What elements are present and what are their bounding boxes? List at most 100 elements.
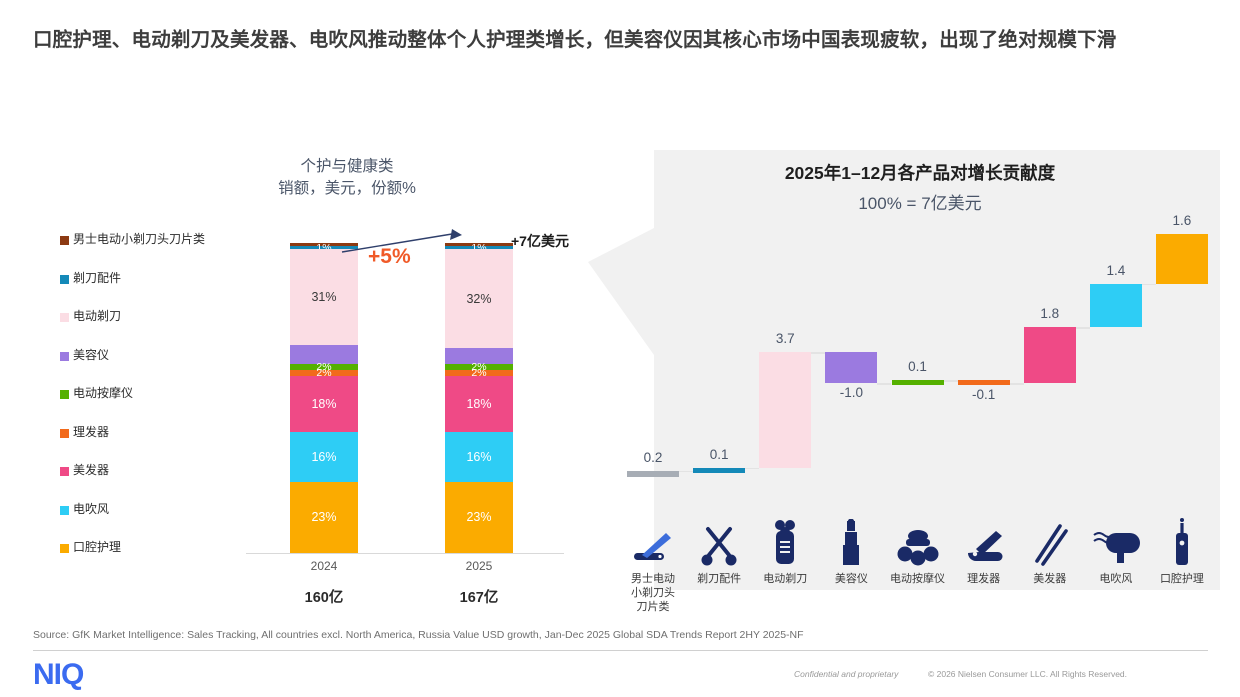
waterfall-bar	[891, 380, 944, 386]
waterfall-value-label: -1.0	[839, 385, 863, 401]
legend-item-label: 电动剃刀	[73, 309, 122, 323]
left-chart-subtitle-line2: 销额，美元，份额%	[278, 180, 416, 198]
waterfall-value-label: 0.1	[709, 446, 729, 462]
legend-swatch-icon	[60, 351, 69, 361]
x-axis-tick-label: 2025	[465, 559, 493, 573]
legend-swatch-icon	[60, 505, 69, 515]
chart-legend: 男士电动小剃刀头刀片类 剃刀配件电动剃刀美容仪电动按摩仪理发器美发器 电吹风口腔护理	[60, 232, 245, 579]
bar-segment	[290, 345, 358, 364]
waterfall-bar	[957, 380, 1010, 386]
legend-item-label: 理发器	[73, 424, 110, 439]
legend-item: 电动按摩仪	[60, 386, 245, 425]
niq-logo: NIQ	[33, 658, 84, 691]
growth-absolute-label: +7亿美元	[511, 233, 569, 249]
legend-item-label: 电动按摩仪	[73, 386, 134, 400]
hair-dryer-icon	[1087, 527, 1145, 567]
bar-segment-label: 18%	[466, 397, 492, 412]
waterfall-x-label: 口腔护理	[1159, 573, 1204, 585]
bar-segment-label: 2%	[471, 361, 487, 374]
bar-segment: 2%	[445, 361, 513, 374]
bar-segment: 31%	[290, 249, 358, 346]
waterfall-value-label: 1.6	[1172, 212, 1192, 228]
waterfall-bar	[627, 470, 680, 477]
waterfall-connector	[877, 383, 892, 386]
bar-segment: 18%	[445, 376, 513, 433]
legend-swatch-icon	[60, 236, 69, 245]
legend-item: 电吹风	[60, 502, 245, 541]
legend-swatch-icon	[60, 274, 69, 284]
callout-panel	[588, 150, 1220, 590]
legend-swatch-icon	[60, 313, 69, 322]
left-chart-subtitle: 个护与健康类 销额，美元，份额%	[232, 156, 462, 201]
bar-segment-label: 23%	[466, 510, 492, 525]
bar-total-label: 167亿	[459, 590, 499, 606]
bar-segment-label: 2%	[316, 367, 332, 380]
waterfall-value-label: 3.7	[775, 331, 795, 347]
waterfall-bar	[1089, 283, 1142, 328]
bar-segment-label: 18%	[311, 397, 337, 412]
x-axis-tick-label: 2024	[310, 559, 338, 573]
straight-razor-icon	[624, 527, 682, 567]
page-title: 口腔护理、电动剃刀及美发器、电吹风推动整体个人护理类增长，但美容仪因其核心市场中…	[33, 29, 1117, 51]
legend-item-label: 美容仪	[73, 347, 110, 362]
waterfall-title: 2025年1–12月各产品对增长贡献度	[784, 163, 1056, 183]
legend-item: 理发器	[60, 425, 245, 464]
legend-item: 男士电动小剃刀头刀片类	[60, 232, 245, 271]
waterfall-value-label: 1.8	[1040, 306, 1060, 322]
bar-segment: 32%	[445, 249, 513, 349]
waterfall-bar	[693, 467, 746, 473]
stacked-bar-chart: 1% 31% 2% 2% 18% 16% 23% 2024 160亿 1% 32% 2% 2% 18% 16…	[240, 234, 570, 606]
bar-segment-label: 23%	[311, 510, 337, 525]
waterfall-x-label: 理发器	[967, 573, 1001, 585]
bar-segment-label: 2%	[316, 361, 332, 374]
waterfall-x-label: 电动按摩仪	[890, 573, 945, 585]
legend-swatch-icon	[60, 428, 69, 438]
waterfall-x-label: 美容仪	[834, 573, 868, 585]
waterfall-value-label: 0.2	[643, 449, 663, 465]
legend-item: 口腔护理	[60, 540, 245, 579]
massager-icon	[889, 527, 947, 567]
copyright-note: © 2026 Nielsen Consumer LLC. All Rights …	[928, 669, 1128, 679]
scissors-icon	[690, 525, 748, 567]
waterfall-subtitle: 100% = 7亿美元	[858, 194, 982, 213]
bar-segment-label: 32%	[466, 291, 492, 306]
waterfall-connector	[1009, 383, 1024, 386]
bar-total-label: 160亿	[304, 590, 344, 606]
bar-segment-label: 31%	[311, 290, 337, 305]
bar-segment	[445, 348, 513, 364]
waterfall-value-label: 0.1	[908, 359, 927, 375]
left-chart-subtitle-line1: 个护与健康类	[300, 158, 394, 175]
product-icons-row	[620, 505, 1215, 567]
waterfall-bar	[759, 352, 812, 468]
waterfall-chart: 0.2 0.1 3.7 -1.0 0.1 -0.1 1.8 1.4 1.6	[620, 212, 1215, 505]
waterfall-connector	[943, 380, 958, 382]
legend-item: 美容仪	[60, 348, 245, 387]
bar-segment-label: 2%	[471, 367, 487, 380]
legend-swatch-icon	[60, 467, 69, 476]
legend-item: 美发器	[60, 463, 245, 502]
hair-clipper-icon	[955, 527, 1013, 567]
legend-item-label: 电吹风	[73, 501, 110, 516]
waterfall-x-label: 美发器	[1033, 573, 1067, 585]
waterfall-bar	[1155, 233, 1208, 284]
waterfall-x-label: 电动剃刀	[763, 573, 808, 585]
bar-segment: 16%	[290, 432, 358, 482]
waterfall-x-label: 剃刀配件	[697, 573, 742, 585]
stacked-bar-column: 1% 32% 2% 2% 18% 16% 23%	[445, 242, 513, 553]
bar-segment: 23%	[290, 481, 358, 553]
bar-segment: 2%	[290, 367, 358, 380]
bar-segment: 23%	[445, 481, 513, 553]
bar-segment: 2%	[290, 361, 358, 374]
waterfall-x-label: 男士电动 小剃刀头 刀片类	[631, 573, 676, 614]
waterfall-bar	[1023, 327, 1076, 384]
waterfall-connector	[679, 470, 694, 473]
waterfall-connector	[745, 467, 760, 470]
bar-segment	[290, 243, 358, 247]
legend-swatch-icon	[60, 390, 69, 399]
bar-segment: 16%	[445, 432, 513, 482]
legend-item-label: 口腔护理	[73, 540, 122, 554]
legend-item-label: 剃刀配件	[73, 270, 122, 285]
x-axis-line	[246, 553, 564, 554]
waterfall-value-label: -0.1	[971, 387, 996, 403]
